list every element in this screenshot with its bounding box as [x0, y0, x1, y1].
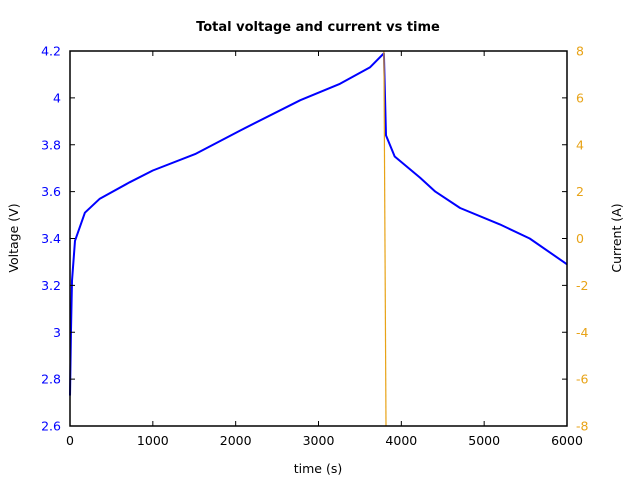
y2-tick-label: -2: [576, 278, 588, 293]
plot-frame: [69, 50, 568, 427]
chart-title: Total voltage and current vs time: [196, 20, 440, 35]
y2-tick-label: -8: [576, 419, 589, 434]
y-tick-label: 3.4: [41, 231, 61, 246]
y2-tick-label: 8: [576, 44, 584, 59]
current-line: [383, 50, 387, 427]
y-tick-label: 2.8: [41, 372, 61, 387]
x-axis-label: time (s): [294, 461, 342, 476]
y2-tick-label: 2: [576, 184, 584, 199]
y-tick-label: 3.6: [41, 184, 61, 199]
y-tick-label: 4: [53, 90, 61, 105]
voltage-line: [69, 52, 568, 396]
plot-area: 0 1000 2000 3000 4000 5000 6000 2.6 2.8 3 3.2 3.4 3.…: [41, 44, 588, 449]
y2-tick-label: 6: [576, 90, 584, 105]
x-tick-label: 0: [66, 433, 74, 448]
x-tick-label: 4000: [385, 433, 417, 448]
x-tick-label: 3000: [303, 433, 335, 448]
x-tick-label: 1000: [137, 433, 169, 448]
x-tick-label: 2000: [220, 433, 252, 448]
y-axis-label: Voltage (V): [6, 203, 21, 272]
y-tick-label: 3: [53, 325, 61, 340]
y2-tick-label: -4: [576, 325, 589, 340]
y2-tick-label: 4: [576, 137, 584, 152]
y-tick-label: 3.8: [41, 137, 61, 152]
y-tick-label: 2.6: [41, 419, 61, 434]
y2-tick-label: -6: [576, 372, 589, 387]
y-tick-label: 4.2: [41, 44, 61, 59]
y-tick-label: 3.2: [41, 278, 61, 293]
y2-axis-label: Current (A): [609, 203, 624, 272]
x-tick-label: 5000: [468, 433, 500, 448]
y2-tick-label: 0: [576, 231, 584, 246]
x-tick-label: 6000: [551, 433, 583, 448]
